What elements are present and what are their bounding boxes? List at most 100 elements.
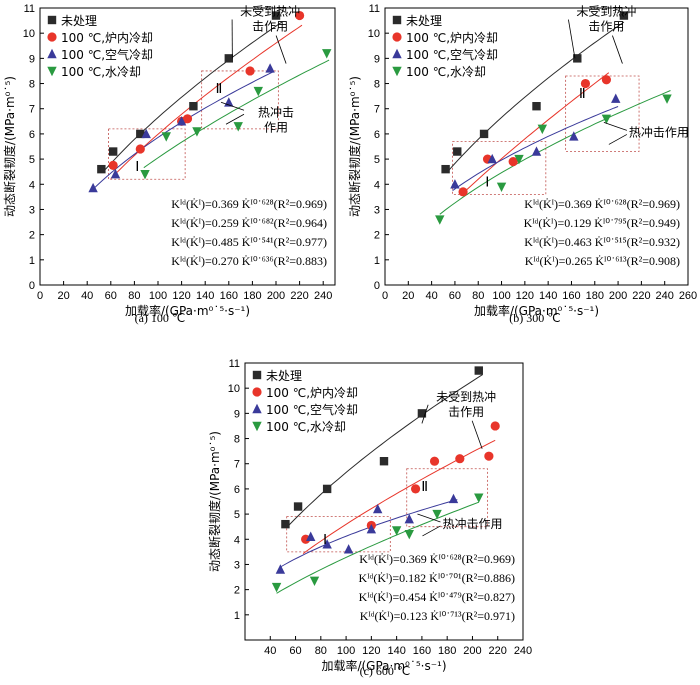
fit-equation-1: Kᴵᵈ(K̇ᴵ)=0.369 K̇ᴵ⁰˙⁶²⁸(R²=0.969) bbox=[359, 552, 515, 566]
y-tick-label-zero: 0 bbox=[29, 280, 35, 292]
annotation-unshocked: 未受到热冲击作用 bbox=[231, 4, 300, 64]
legend-marker-1 bbox=[392, 15, 402, 25]
legend-marker-3 bbox=[252, 403, 262, 414]
y-tick-label: 2 bbox=[234, 585, 240, 597]
data-point-series-3 bbox=[569, 131, 579, 141]
annotation-unshocked-text: 未受到热冲击作用 bbox=[240, 4, 300, 34]
y-tick-label: 1 bbox=[374, 255, 380, 267]
annotation-arrow bbox=[422, 525, 441, 537]
x-tick-label: 40 bbox=[425, 290, 437, 302]
annotation-arrow bbox=[417, 513, 441, 523]
chart-panel-3: 40 60 80 100 120 140 160 180 200 220 240 1 2 3 4 5 6 7 8 9 1… bbox=[207, 358, 532, 678]
y-tick-label: 5 bbox=[29, 154, 35, 166]
y-tick-label: 2 bbox=[29, 230, 35, 242]
data-point-series-2 bbox=[455, 454, 465, 464]
x-tick-label: 160 bbox=[413, 645, 431, 657]
data-point-series-2 bbox=[301, 534, 311, 544]
fit-curve-3 bbox=[452, 106, 619, 192]
panel-caption: (a) 100 ℃ bbox=[135, 311, 186, 325]
region-box-2 bbox=[201, 70, 279, 130]
region-box-2 bbox=[565, 75, 640, 152]
annotation-unshocked: 未受到热冲击作用 bbox=[421, 389, 496, 449]
data-point-series-1 bbox=[479, 129, 489, 139]
data-point-series-2 bbox=[458, 187, 468, 197]
legend-marker-1 bbox=[252, 370, 262, 380]
x-tick-label: 240 bbox=[656, 290, 674, 302]
y-tick-label: 11 bbox=[229, 358, 240, 370]
region-box-1 bbox=[108, 128, 186, 180]
data-point-series-2 bbox=[508, 157, 518, 167]
x-axis-label: 加载率/(GPa·m⁰˙⁵·s⁻¹) bbox=[125, 303, 250, 318]
legend-label-1: 未处理 bbox=[266, 369, 302, 383]
data-point-series-1 bbox=[97, 164, 106, 174]
fit-equation-3: Kᴵᵈ(K̇ᴵ)=0.454 K̇ᴵ⁰˙⁴⁷⁹(R²=0.827) bbox=[359, 590, 515, 604]
y-tick-label: 5 bbox=[234, 509, 240, 521]
data-point-series-4 bbox=[233, 122, 243, 132]
x-tick-label: 220 bbox=[290, 290, 308, 302]
fit-equation-4: Kᴵᵈ(K̇ᴵ)=0.123 K̇ᴵ⁰˙⁷¹³(R²=0.971) bbox=[360, 609, 515, 623]
data-point-series-4 bbox=[253, 86, 263, 97]
data-point-series-1 bbox=[453, 147, 462, 156]
annotation-arrow bbox=[603, 122, 627, 131]
fit-curve-4 bbox=[276, 501, 479, 594]
legend-label-4: 100 ℃,水冷却 bbox=[61, 65, 141, 79]
x-tick-label: 180 bbox=[438, 645, 456, 657]
y-tick-label: 3 bbox=[374, 204, 380, 216]
data-point-series-3 bbox=[404, 513, 414, 524]
legend-label-1: 未处理 bbox=[61, 14, 97, 28]
region-box-1 bbox=[286, 516, 391, 553]
x-tick-label: 180 bbox=[243, 290, 261, 302]
data-point-series-3 bbox=[366, 524, 377, 534]
fit-equation-4: Kᴵᵈ(K̇ᴵ)=0.265 K̇ᴵ⁰˙⁶¹³(R²=0.908) bbox=[525, 254, 680, 268]
data-point-series-3 bbox=[450, 179, 460, 189]
x-tick-label: 240 bbox=[314, 290, 332, 302]
x-tick-label: 140 bbox=[539, 290, 557, 302]
data-point-series-3 bbox=[265, 63, 275, 73]
legend-label-3: 100 ℃,空气冷却 bbox=[406, 47, 498, 62]
annotation-shocked: 热冲击作用 bbox=[603, 122, 689, 145]
data-point-series-3 bbox=[611, 93, 621, 103]
data-point-series-1 bbox=[108, 147, 118, 156]
x-tick-label: 220 bbox=[489, 645, 507, 657]
data-point-series-3 bbox=[322, 539, 332, 549]
annotation-unshocked-text: 未受到热冲击作用 bbox=[576, 4, 636, 34]
y-tick-label: 4 bbox=[234, 534, 240, 546]
data-point-series-2 bbox=[295, 10, 305, 21]
fit-equation-2: Kᴵᵈ(K̇ᴵ)=0.182 K̇ᴵ⁰˙⁷⁰¹(R²=0.886) bbox=[359, 571, 515, 585]
data-point-series-1 bbox=[224, 54, 233, 63]
fit-curve-4 bbox=[439, 90, 671, 215]
y-tick-label: 6 bbox=[234, 484, 240, 496]
y-tick-label: 2 bbox=[374, 230, 380, 242]
y-tick-label: 3 bbox=[29, 204, 35, 216]
region-label-2: Ⅱ bbox=[215, 82, 222, 97]
region-label-2: Ⅱ bbox=[579, 87, 586, 102]
data-point-series-4 bbox=[432, 509, 442, 520]
y-tick-label: 6 bbox=[374, 129, 380, 141]
data-point-series-2 bbox=[182, 114, 193, 124]
plot-frame bbox=[384, 7, 689, 286]
data-point-series-2 bbox=[429, 456, 440, 466]
data-point-series-3 bbox=[275, 564, 286, 574]
y-tick-label: 10 bbox=[368, 28, 380, 40]
y-tick-label: 10 bbox=[23, 28, 35, 40]
legend-label-4: 100 ℃,水冷却 bbox=[406, 65, 486, 79]
x-tick-label: 200 bbox=[267, 290, 285, 302]
annotation-shocked: 热冲击作用 bbox=[417, 513, 502, 537]
y-tick-label: 9 bbox=[374, 53, 380, 65]
plot-frame bbox=[39, 7, 336, 286]
x-tick-label: 0 bbox=[382, 290, 388, 302]
legend-marker-2 bbox=[252, 387, 262, 397]
data-point-series-1 bbox=[619, 11, 629, 20]
legend-marker-4 bbox=[392, 66, 402, 77]
fit-curve-1 bbox=[448, 21, 625, 171]
data-point-series-1 bbox=[281, 519, 290, 529]
data-point-series-3 bbox=[372, 503, 383, 514]
data-point-series-4 bbox=[309, 576, 320, 587]
data-point-series-1 bbox=[271, 11, 281, 20]
data-point-series-1 bbox=[441, 164, 450, 174]
region-label-1: Ⅰ bbox=[323, 533, 327, 548]
x-tick-label: 140 bbox=[387, 645, 405, 657]
chart-panel-1: 0 20 40 60 80 100 120 140 160 180 200 220 2401234567… bbox=[2, 3, 336, 325]
x-tick-label: 40 bbox=[264, 645, 276, 657]
region-label-2: Ⅱ bbox=[421, 480, 428, 495]
